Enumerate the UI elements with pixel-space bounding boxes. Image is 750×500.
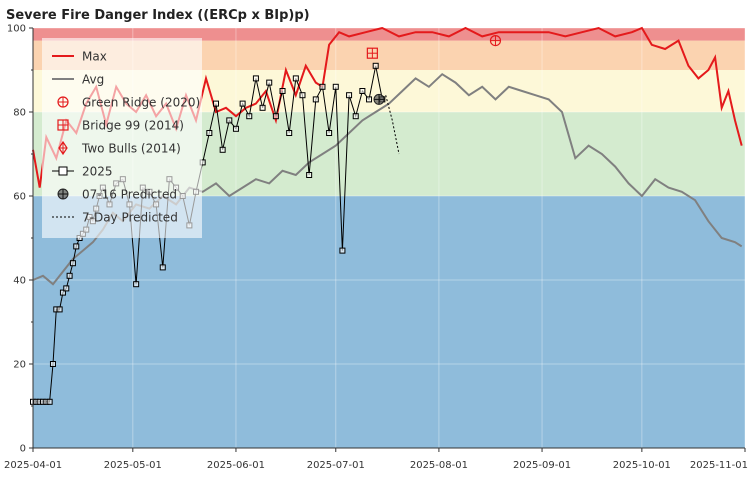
y-tick-label: 40 [13, 276, 26, 287]
legend-label: 7-Day Predicted [82, 211, 178, 225]
point-2025 [239, 100, 246, 107]
point-2025 [159, 264, 166, 271]
chart-title: Severe Fire Danger Index ((ERCp x BIp)p) [6, 8, 310, 23]
point-2025 [359, 88, 366, 94]
legend-label: Bridge 99 (2014) [82, 119, 184, 133]
point-2025 [252, 75, 259, 82]
series-line-7day-predicted [378, 94, 400, 155]
point-2025 [219, 146, 226, 153]
point-2025 [59, 289, 66, 296]
point-2025 [312, 96, 319, 103]
point-2025 [266, 79, 273, 86]
legend-marker-5 [58, 166, 68, 176]
y-tick-label: 20 [13, 360, 26, 371]
legend-label: Avg [82, 73, 104, 87]
point-2025 [366, 96, 373, 103]
legend-box [42, 38, 202, 238]
point-2025 [272, 113, 279, 120]
x-tick-label: 2025-07-01 [307, 460, 365, 471]
point-2025 [73, 243, 80, 250]
x-tick-label: 2025-06-01 [207, 460, 265, 471]
point-2025 [332, 83, 339, 90]
danger-band [33, 28, 745, 41]
point-2025 [206, 130, 213, 136]
legend-label: 2025 [82, 165, 113, 179]
y-tick-label: 60 [13, 192, 26, 203]
y-tick-label: 100 [7, 24, 26, 35]
point-2025 [352, 113, 359, 120]
x-tick-label: 2025-04-01 [4, 460, 62, 471]
point-2025 [49, 361, 56, 367]
point-2025 [232, 125, 239, 132]
x-tick-label: 2025-11-01 [690, 460, 748, 471]
point-2025 [279, 88, 286, 94]
point-2025 [66, 272, 73, 279]
point-2025 [346, 92, 353, 99]
point-2025 [259, 104, 266, 111]
point-2025 [46, 398, 53, 405]
x-tick-label: 2025-08-01 [410, 460, 468, 471]
point-2025 [226, 117, 233, 124]
x-tick-label: 2025-10-01 [613, 460, 671, 471]
legend-label: 07-16 Predicted [82, 188, 177, 202]
point-2025 [306, 172, 313, 178]
point-2025 [63, 285, 70, 292]
point-2025 [212, 100, 219, 107]
point-2025 [246, 113, 253, 120]
point-2025 [326, 130, 333, 136]
y-tick-label: 0 [20, 444, 26, 455]
point-2025 [286, 130, 293, 136]
x-tick-label: 2025-05-01 [104, 460, 162, 471]
point-2025 [69, 260, 76, 267]
legend-label: Green Ridge (2020) [82, 96, 200, 110]
legend-label: Two Bulls (2014) [81, 142, 181, 156]
x-tick-label: 2025-09-01 [513, 460, 571, 471]
point-2025 [133, 281, 140, 288]
legend-label: Max [82, 50, 107, 64]
point-2025 [372, 62, 379, 69]
point-2025 [56, 306, 63, 313]
point-2025 [292, 75, 299, 82]
point-2025 [299, 92, 306, 99]
y-tick-label: 80 [13, 108, 26, 119]
point-2025 [339, 247, 346, 254]
point-2025 [319, 83, 326, 90]
